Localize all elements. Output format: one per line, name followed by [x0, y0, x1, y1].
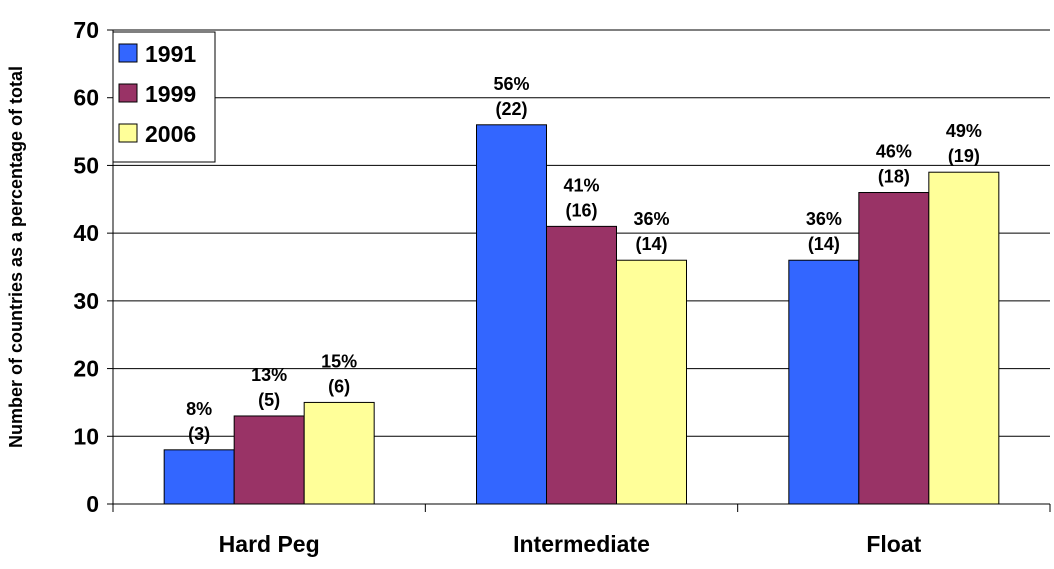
category-label: Float [866, 531, 921, 557]
data-label-count: (5) [258, 390, 280, 410]
y-tick-label: 70 [73, 17, 99, 43]
legend: 1991 1999 2006 [112, 31, 216, 163]
category-label: Hard Peg [219, 531, 320, 557]
y-tick-label: 30 [73, 288, 99, 314]
legend-swatch-1999 [118, 83, 138, 103]
data-label-percent: 36% [806, 209, 842, 229]
data-label-count: (6) [328, 376, 350, 396]
y-axis-ticks: 0 10 20 30 40 50 60 70 [73, 17, 113, 517]
bar-2006-float [928, 171, 1000, 505]
data-label-count: (22) [495, 99, 527, 119]
y-tick-label: 50 [73, 152, 99, 178]
bar-1999-intermediate [546, 225, 617, 505]
y-tick-label: 20 [73, 356, 99, 382]
y-tick-label: 60 [73, 85, 99, 111]
y-tick-label: 40 [73, 220, 99, 246]
data-label-percent: 36% [633, 209, 669, 229]
data-label-count: (14) [635, 234, 667, 254]
legend-swatch-2006 [118, 123, 138, 143]
bar-2006-intermediate [616, 259, 687, 505]
legend-label: 2006 [145, 121, 196, 147]
bar-1999-hard-peg [233, 415, 305, 505]
bars [163, 124, 1000, 505]
data-label-percent: 13% [251, 365, 287, 385]
bar-1991-hard-peg [163, 449, 235, 505]
data-label-percent: 41% [563, 175, 599, 195]
data-label-percent: 56% [493, 74, 529, 94]
category-labels: Hard Peg Intermediate Float [219, 531, 922, 557]
y-axis-title: Number of countries as a percentage of t… [6, 66, 26, 448]
data-label-percent: 8% [186, 399, 212, 419]
bar-1991-intermediate [476, 124, 547, 505]
data-label-count: (18) [878, 167, 910, 187]
bar-1999-float [858, 192, 930, 505]
legend-swatch-1991 [118, 43, 138, 63]
data-label-count: (14) [808, 234, 840, 254]
data-label-count: (16) [565, 200, 597, 220]
y-tick-label: 10 [73, 423, 99, 449]
data-label-percent: 46% [876, 142, 912, 162]
bar-2006-hard-peg [303, 401, 375, 505]
legend-label: 1999 [145, 81, 196, 107]
legend-label: 1991 [145, 41, 196, 67]
y-tick-label: 0 [86, 491, 99, 517]
data-label-count: (19) [948, 146, 980, 166]
category-label: Intermediate [513, 531, 650, 557]
data-label-percent: 49% [946, 121, 982, 141]
data-label-percent: 15% [321, 351, 357, 371]
data-label-count: (3) [188, 424, 210, 444]
data-labels: 8% (3) 13% (5) 15% (6) 56% (22) 41% (16) 36% (14) 36… [186, 74, 982, 444]
bar-1991-float [788, 259, 860, 505]
